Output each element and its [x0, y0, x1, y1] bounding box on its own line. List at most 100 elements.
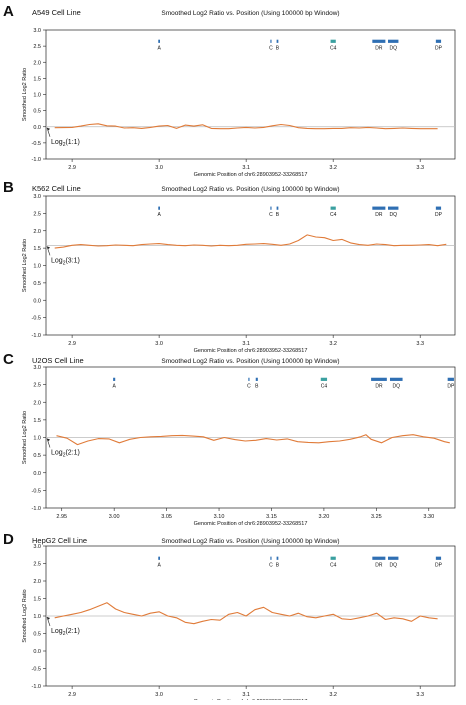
y-tick-label: 3.0: [33, 28, 41, 34]
reference-log: Log: [51, 257, 63, 264]
gene-marker-c: [270, 39, 272, 43]
y-tick-label: 0.5: [33, 632, 41, 638]
x-tick-label: 2.9: [68, 692, 76, 698]
gene-marker-c4: [330, 206, 336, 210]
gene-label-dq: DQ: [389, 562, 397, 568]
y-axis-label: Smoothed Log2 Ratio: [22, 239, 28, 292]
y-tick-label: 0.5: [33, 109, 41, 115]
gene-label-c4: C4: [330, 45, 337, 51]
x-tick-label: 2.95: [56, 514, 67, 520]
reference-subscript: 2: [63, 631, 66, 637]
y-axis-label: Smoothed Log2 Ratio: [22, 589, 28, 642]
panel-letter: C: [3, 351, 14, 368]
gene-label-dp: DP: [435, 212, 443, 218]
gene-label-c: C: [269, 562, 273, 568]
x-tick-label: 3.20: [319, 514, 330, 520]
chart-title: Smoothed Log2 Ratio vs. Position (Using …: [161, 186, 339, 193]
x-axis-label: Genomic Position of chr6:28903952-332685…: [194, 172, 308, 178]
y-tick-label: 0.0: [33, 649, 41, 655]
y-tick-label: 2.5: [33, 44, 41, 50]
y-tick-label: -1.0: [32, 506, 41, 512]
y-tick-label: -0.5: [32, 667, 41, 673]
gene-marker-c4: [330, 39, 336, 43]
x-tick-label: 3.05: [161, 514, 172, 520]
gene-label-dr: DR: [375, 45, 383, 51]
y-tick-label: 3.0: [33, 194, 41, 200]
gene-marker-c4: [320, 377, 328, 381]
y-tick-label: 2.0: [33, 579, 41, 585]
gene-label-c4: C4: [321, 383, 328, 389]
y-tick-label: -0.5: [32, 316, 41, 322]
reference-log: Log: [51, 628, 63, 635]
gene-marker-b: [276, 556, 279, 560]
chart-panel-b: B K562 Cell Line Smoothed Log2 Ratio vs. P…: [3, 179, 456, 354]
y-tick-label: 0.0: [33, 471, 41, 477]
y-tick-label: 0.0: [33, 125, 41, 131]
gene-marker-dp: [435, 39, 442, 43]
chart-title: Smoothed Log2 Ratio vs. Position (Using …: [161, 358, 339, 365]
gene-marker-dr: [372, 39, 386, 43]
y-tick-label: 0.5: [33, 281, 41, 287]
reference-subscript: 2: [63, 260, 66, 266]
reference-arrow: [46, 438, 51, 448]
gene-label-b: B: [276, 212, 280, 218]
gene-marker-b: [276, 39, 279, 43]
gene-marker-a: [158, 556, 160, 560]
series-line: [54, 602, 438, 625]
cell-line-label: A549 Cell Line: [32, 8, 81, 17]
gene-label-c: C: [269, 212, 273, 218]
reference-ratio: (2:1): [65, 628, 79, 635]
gene-label-c4: C4: [330, 562, 337, 568]
gene-marker-a: [158, 39, 160, 43]
cell-line-label: HepG2 Cell Line: [32, 536, 87, 545]
reference-arrowhead: [47, 127, 50, 131]
gene-label-c: C: [247, 383, 251, 389]
gene-marker-c4: [330, 556, 336, 560]
gene-label-dq: DQ: [389, 212, 397, 218]
x-tick-label: 3.3: [416, 341, 424, 347]
x-tick-label: 3.30: [423, 514, 434, 520]
cell-line-label: K562 Cell Line: [32, 184, 81, 193]
x-tick-label: 3.10: [214, 514, 225, 520]
y-tick-label: 1.0: [33, 264, 41, 270]
y-tick-label: 2.5: [33, 562, 41, 568]
reference-label: Log2(2:1): [51, 450, 80, 459]
gene-label-a: A: [157, 562, 161, 568]
x-tick-label: 3.0: [155, 165, 163, 171]
chart-panel-c: C U2OS Cell Line Smoothed Log2 Ratio vs. P…: [3, 351, 456, 527]
reference-arrow: [46, 127, 51, 137]
reference-arrowhead: [47, 617, 50, 620]
gene-marker-dq: [387, 556, 399, 560]
x-tick-label: 3.15: [266, 514, 277, 520]
y-tick-label: 1.5: [33, 76, 41, 82]
series-line: [56, 434, 450, 446]
gene-label-dp: DP: [435, 45, 443, 51]
reference-arrowhead: [47, 246, 50, 250]
reference-arrowhead: [47, 438, 50, 442]
reference-arrow: [46, 246, 51, 256]
y-tick-label: 2.0: [33, 229, 41, 235]
gene-marker-c: [270, 556, 272, 560]
gene-label-b: B: [276, 45, 280, 51]
y-tick-label: 1.0: [33, 614, 41, 620]
x-tick-label: 3.0: [155, 341, 163, 347]
y-tick-label: -0.5: [32, 488, 41, 494]
series-line: [54, 234, 447, 249]
x-tick-label: 3.0: [155, 692, 163, 698]
x-tick-label: 3.25: [371, 514, 382, 520]
gene-marker-a: [158, 206, 160, 210]
y-tick-label: 2.0: [33, 60, 41, 66]
chart-panel-d: D HepG2 Cell Line Smoothed Log2 Ratio vs. …: [3, 531, 456, 705]
gene-label-b: B: [276, 562, 280, 568]
gene-label-dr: DR: [375, 212, 383, 218]
gene-label-dq: DQ: [393, 383, 401, 389]
gene-marker-dp: [435, 556, 442, 560]
x-tick-label: 3.1: [242, 692, 250, 698]
gene-label-c4: C4: [330, 212, 337, 218]
gene-label-b: B: [255, 383, 259, 389]
gene-marker-a: [113, 377, 116, 381]
panel-letter: A: [3, 3, 14, 20]
gene-marker-dr: [372, 206, 386, 210]
chart-title: Smoothed Log2 Ratio vs. Position (Using …: [161, 538, 339, 545]
